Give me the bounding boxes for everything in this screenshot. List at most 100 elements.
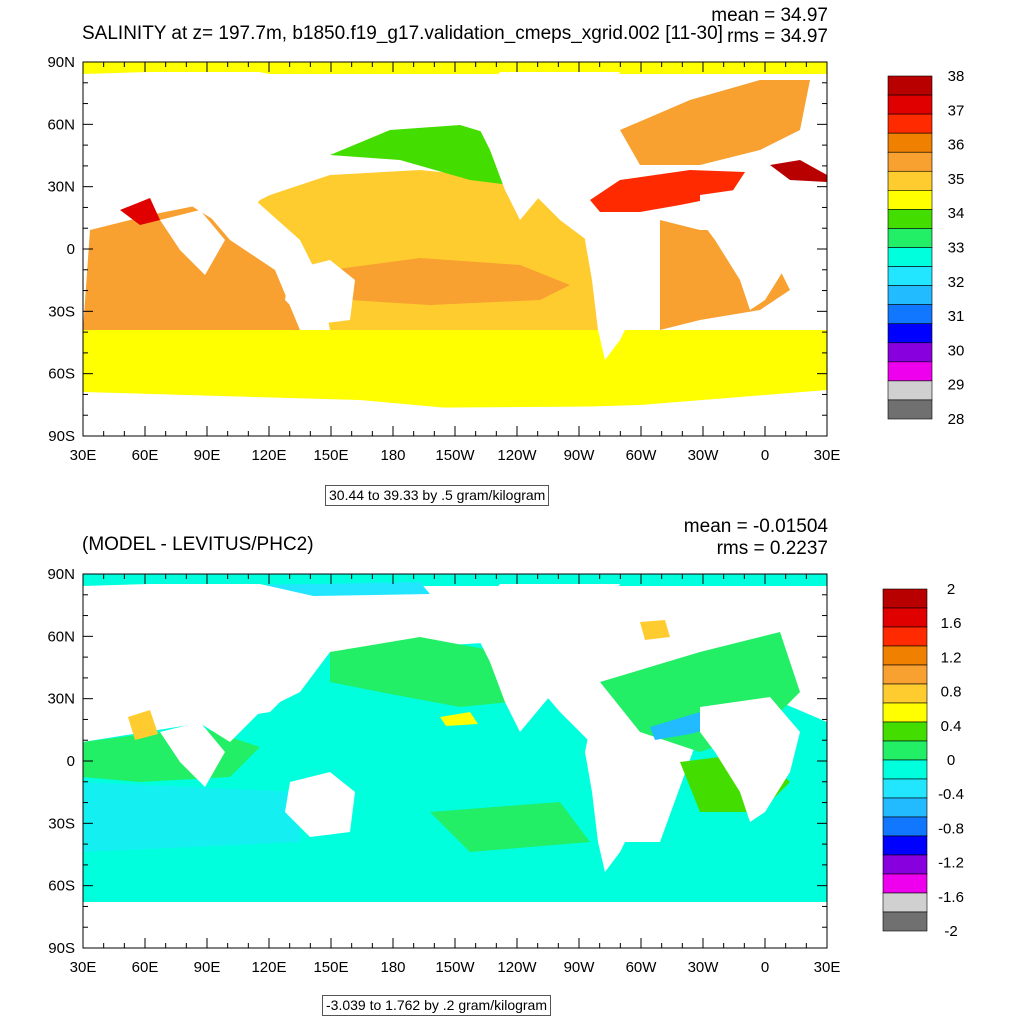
lat-label: 90N — [47, 54, 75, 71]
lon-label: 180 — [380, 959, 405, 976]
lon-label: 120E — [251, 447, 286, 464]
lat-label: 30S — [48, 815, 75, 832]
colorbar-swatch — [883, 589, 927, 608]
lat-label: 30N — [47, 179, 75, 196]
colorbar-swatch — [888, 248, 932, 267]
colorbar-swatch — [883, 646, 927, 665]
colorbar-swatch — [888, 400, 932, 419]
colorbar-swatch — [883, 722, 927, 741]
lon-label: 120E — [251, 959, 286, 976]
colorbar-swatch — [888, 133, 932, 152]
lon-label: 150W — [435, 959, 475, 976]
lon-label: 150E — [313, 447, 348, 464]
colorbar-swatch — [888, 381, 932, 400]
colorbar-label: 29 — [948, 377, 965, 394]
colorbar-swatch — [888, 228, 932, 247]
colorbar-label: -0.8 — [938, 820, 964, 837]
colorbar-swatch — [883, 741, 927, 760]
colorbar-swatch — [883, 779, 927, 798]
colorbar-label: 28 — [948, 411, 965, 428]
colorbar-swatch — [888, 286, 932, 305]
lon-label: 60E — [132, 447, 159, 464]
colorbar-label: 33 — [948, 240, 965, 257]
colorbar-label: -1.2 — [938, 855, 964, 872]
lon-label: 30W — [688, 447, 720, 464]
colorbar-swatch — [883, 665, 927, 684]
salinity-panel: SALINITY at z= 197.7m, b1850.f19_g17.val… — [0, 0, 1024, 512]
colorbar-swatch — [888, 171, 932, 190]
colorbar-swatch — [888, 343, 932, 362]
lon-label: 60E — [132, 959, 159, 976]
colorbar-label: 0 — [947, 752, 955, 769]
colorbar-swatch — [888, 324, 932, 343]
difference-contour-note: -3.039 to 1.762 by .2 gram/kilogram — [322, 995, 551, 1016]
colorbar-swatch — [888, 267, 932, 286]
colorbar-swatch — [883, 798, 927, 817]
colorbar-swatch — [883, 817, 927, 836]
lon-label: 90W — [564, 959, 596, 976]
lat-label: 60N — [47, 116, 75, 133]
lon-label: 60W — [626, 447, 658, 464]
lat-label: 0 — [67, 753, 75, 770]
colorbar-swatch — [883, 855, 927, 874]
colorbar-label: 31 — [948, 308, 965, 325]
lon-label: 90E — [194, 447, 221, 464]
colorbar-swatch — [888, 152, 932, 171]
difference-panel: (MODEL - LEVITUS/PHC2) mean = -0.01504 r… — [0, 512, 1024, 1024]
colorbar-swatch — [883, 703, 927, 722]
difference-map: 90N 60N 30N 0 30S 60S 90S 30E 60E 90E 120E 150E 180… — [0, 512, 1024, 1024]
lon-label: 0 — [761, 959, 769, 976]
difference-lat-labels: 90N 60N 30N 0 30S 60S 90S — [47, 566, 75, 957]
salinity-lat-labels: 90N 60N 30N 0 30S 60S 90S — [47, 54, 75, 445]
lon-label: 150W — [435, 447, 475, 464]
colorbar-swatch — [888, 76, 932, 95]
colorbar-label: -2 — [944, 923, 957, 940]
difference-colorbar: 2 1.6 1.2 0.8 0.4 0 -0.4 -0.8 -1.2 -1.6 -2 — [883, 581, 964, 940]
lon-label: 150E — [313, 959, 348, 976]
lat-label: 60S — [48, 366, 75, 383]
colorbar-label: -1.6 — [938, 889, 964, 906]
colorbar-label: 32 — [948, 274, 965, 291]
salinity-map: 90N 60N 30N 0 30S 60S 90S 30E 60E 90E 120E 150E 180… — [0, 0, 1024, 512]
lon-label: 120W — [497, 447, 537, 464]
lat-label: 60N — [47, 628, 75, 645]
colorbar-label: 37 — [948, 102, 965, 119]
colorbar-label: 30 — [948, 342, 965, 359]
lon-label: 30W — [688, 959, 720, 976]
colorbar-label: 1.2 — [941, 649, 962, 666]
colorbar-swatch — [883, 760, 927, 779]
lon-label: 30E — [70, 959, 97, 976]
salinity-lon-labels: 30E 60E 90E 120E 150E 180 150W 120W 90W 60W 30W 0 30… — [70, 447, 841, 464]
lat-label: 0 — [67, 241, 75, 258]
colorbar-swatch — [883, 627, 927, 646]
salinity-contour-note: 30.44 to 39.33 by .5 gram/kilogram — [325, 485, 549, 506]
colorbar-swatch — [888, 114, 932, 133]
colorbar-swatch — [883, 836, 927, 855]
colorbar-label: 0.8 — [941, 684, 962, 701]
colorbar-swatch — [888, 362, 932, 381]
lon-label: 0 — [761, 447, 769, 464]
lon-label: 30E — [814, 447, 841, 464]
lon-label: 30E — [70, 447, 97, 464]
lon-label: 60W — [626, 959, 658, 976]
colorbar-swatch — [888, 209, 932, 228]
lon-label: 90E — [194, 959, 221, 976]
colorbar-swatch — [883, 893, 927, 912]
colorbar-label: 2 — [947, 581, 955, 598]
colorbar-swatch — [888, 190, 932, 209]
salinity-colorbar: 3837363534333231302928 — [888, 68, 964, 428]
lat-label: 60S — [48, 878, 75, 895]
difference-lon-labels: 30E 60E 90E 120E 150E 180 150W 120W 90W 60W 30W 0 30… — [70, 959, 841, 976]
colorbar-label: 34 — [948, 205, 965, 222]
colorbar-label: 38 — [948, 68, 965, 85]
lon-label: 30E — [814, 959, 841, 976]
colorbar-swatch — [888, 305, 932, 324]
lon-label: 180 — [380, 447, 405, 464]
colorbar-label: 1.6 — [941, 615, 962, 632]
lon-label: 90W — [564, 447, 596, 464]
lat-label: 90S — [48, 940, 75, 957]
lat-label: 90N — [47, 566, 75, 583]
lat-label: 90S — [48, 428, 75, 445]
colorbar-swatch — [883, 912, 927, 931]
colorbar-swatch — [883, 608, 927, 627]
